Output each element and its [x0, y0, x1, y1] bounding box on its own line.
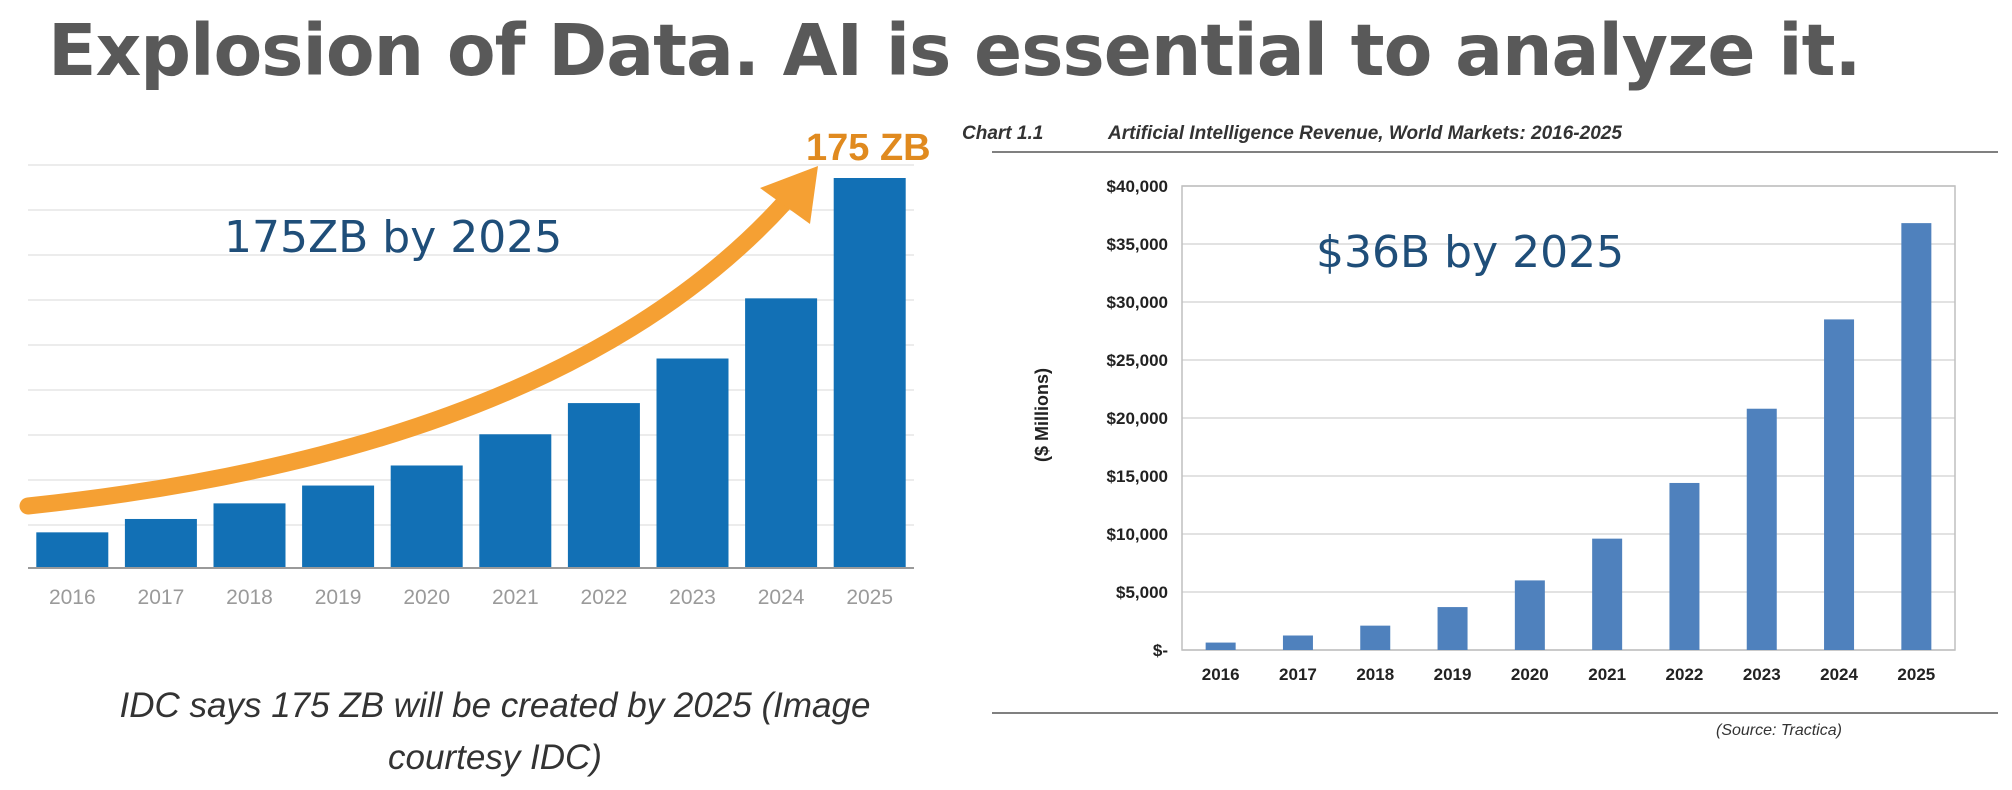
growth-arrow [19, 193, 794, 515]
y-tick-label: $25,000 [1107, 351, 1168, 370]
bar-2022 [1669, 482, 1700, 650]
bar-2018 [1360, 625, 1391, 650]
x-tick-label: 2020 [1511, 665, 1549, 684]
y-tick-label: $20,000 [1107, 409, 1168, 428]
x-tick-label: 2019 [1434, 665, 1472, 684]
overlay-label: $36B by 2025 [1316, 227, 1624, 278]
y-axis-label: ($ Millions) [1032, 368, 1052, 462]
chart-title: Artificial Intelligence Revenue, World M… [1107, 123, 1622, 144]
bar-2024 [745, 298, 818, 568]
x-tick-label: 2020 [403, 586, 450, 609]
bar-2019 [1437, 607, 1468, 650]
bar-2019 [302, 485, 375, 568]
y-tick-label: $40,000 [1107, 177, 1168, 196]
y-tick-label: $30,000 [1107, 293, 1168, 312]
x-tick-label: 2025 [1897, 665, 1935, 684]
overlay-label: 175ZB by 2025 [224, 212, 562, 263]
y-tick-label: $15,000 [1107, 467, 1168, 486]
y-tick-label: $10,000 [1107, 525, 1168, 544]
x-tick-label: 2017 [1279, 665, 1317, 684]
page-title: Explosion of Data. AI is essential to an… [48, 9, 1862, 92]
x-tick-label: 2024 [758, 586, 805, 609]
bar-2023 [1746, 408, 1777, 650]
bar-2023 [656, 358, 729, 568]
y-tick-label: $5,000 [1116, 583, 1168, 602]
idc-chart-caption: IDC says 175 ZB will be created by 2025 … [119, 686, 871, 777]
x-tick-label: 2021 [1588, 665, 1626, 684]
x-tick-label: 2022 [581, 586, 628, 609]
bar-2016 [1205, 642, 1236, 650]
bar-2020 [390, 465, 463, 568]
x-tick-label: 2025 [846, 586, 893, 609]
x-tick-label: 2016 [1202, 665, 1240, 684]
x-tick-label: 2021 [492, 586, 539, 609]
bar-2021 [479, 434, 552, 568]
bar-2024 [1824, 319, 1855, 650]
x-tick-label: 2024 [1820, 665, 1858, 684]
x-tick-label: 2018 [226, 586, 273, 609]
bar-2016 [36, 532, 109, 568]
idc-data-chart: 2016 2017 2018 2019 2020 2021 2022 2023 2024 2025… [19, 127, 931, 609]
x-tick-label: 2019 [315, 586, 362, 609]
plot-frame [1181, 185, 1956, 651]
ai-revenue-chart: Chart 1.1 Artificial Intelligence Revenue… [962, 123, 1998, 714]
y-tick-label: $35,000 [1107, 235, 1168, 254]
y-tick-label: $- [1153, 641, 1168, 660]
bar-2020 [1514, 580, 1545, 650]
arrow-head-icon [760, 166, 818, 224]
bar-2025 [833, 178, 906, 568]
x-tick-label: 2016 [49, 586, 96, 609]
bar-2025 [1901, 223, 1932, 650]
bar-2017 [1282, 635, 1313, 650]
bar-2018 [213, 503, 286, 568]
peak-annotation: 175 ZB [806, 127, 931, 169]
bar-2017 [124, 518, 197, 568]
bar-2022 [567, 403, 640, 568]
source-note: (Source: Tractica) [1716, 722, 1842, 739]
x-tick-label: 2017 [138, 586, 185, 609]
chart-number: Chart 1.1 [962, 123, 1043, 144]
x-tick-label: 2018 [1356, 665, 1394, 684]
x-tick-label: 2023 [669, 586, 716, 609]
x-tick-label: 2022 [1666, 665, 1704, 684]
x-tick-label: 2023 [1743, 665, 1781, 684]
bar-2021 [1592, 538, 1623, 650]
